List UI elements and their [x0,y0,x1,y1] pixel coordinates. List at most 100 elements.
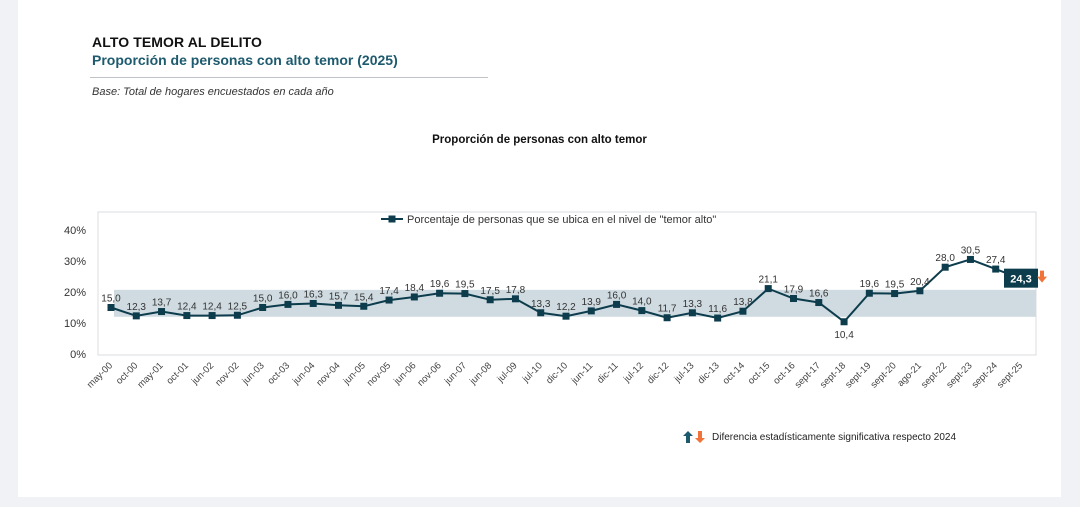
x-tick-label: sept-23 [944,360,974,390]
x-tick-label: jun-04 [290,360,317,387]
data-point [688,309,696,317]
x-tick-label: sept-19 [843,360,873,390]
data-point [916,287,924,295]
data-point [840,318,848,326]
legend-label: Porcentaje de personas que se ubica en e… [407,214,716,226]
data-label: 13,8 [733,297,753,308]
data-point [284,300,292,308]
data-label: 13,9 [582,297,602,308]
highlight-box [1004,268,1038,288]
data-point [259,304,267,311]
x-tick-label: dic-13 [696,360,722,386]
data-point [107,304,115,311]
base-note: Base: Total de hogares encuestados en ca… [92,86,334,98]
data-label: 30,5 [961,245,981,256]
data-point [891,290,899,298]
data-label: 12,4 [177,302,197,313]
data-point [941,263,949,271]
x-tick-label: sept-18 [818,360,848,390]
data-point [436,289,444,297]
data-label: 16,6 [809,289,829,300]
data-label: 21,1 [758,275,778,286]
data-label: 16,3 [303,289,323,300]
x-tick-label: jun-07 [442,360,469,387]
report-subtitle: Proporción de personas con alto temor (2… [92,52,398,68]
report-header: ALTO TEMOR AL DELITO Proporción de perso… [92,34,490,68]
x-tick-label: sept-22 [919,360,949,390]
x-tick-label: jun-06 [391,360,418,387]
footnote-text: Diferencia estadísticamente significativ… [712,431,957,443]
footnote: Diferencia estadísticamente significativ… [682,430,956,444]
x-tick-label: jun-03 [240,360,267,387]
x-tick-label: nov-02 [213,360,241,388]
data-point [410,293,418,301]
data-point [385,296,393,304]
data-point [613,300,621,308]
x-tick-label: oct-01 [165,360,191,386]
data-label: 15,7 [329,291,349,302]
data-point [233,311,241,319]
data-label: 28,0 [935,253,955,264]
data-label: 20,4 [910,277,930,288]
data-label: 18,4 [405,283,425,294]
x-tick-label: may-01 [135,360,165,390]
data-point [562,312,570,320]
data-point [360,302,368,310]
x-tick-label: jun-11 [569,360,596,387]
data-label: 17,5 [480,286,500,297]
data-label: 16,0 [607,290,627,301]
data-point [790,295,797,303]
x-tick-label: nov-06 [415,360,443,388]
x-tick-label: sept-25 [995,360,1025,390]
data-point [132,312,140,320]
data-point [335,301,342,309]
data-point [461,290,469,298]
data-label: 13,7 [152,298,172,309]
data-label: 15,4 [354,292,374,303]
data-label: 12,5 [228,301,248,312]
chart-title: Proporción de personas con alto temor [432,134,647,146]
data-label: 13,3 [683,299,703,310]
data-point [815,299,823,307]
x-tick-label: may-00 [85,360,115,390]
data-label: 13,3 [531,299,551,310]
report-title: ALTO TEMOR AL DELITO [92,34,262,50]
data-point [158,308,166,316]
header-divider [90,77,488,78]
y-tick-label: 0% [70,349,86,361]
x-tick-label: jul-12 [621,360,646,385]
data-point [309,299,317,307]
y-tick-label: 20% [64,287,86,299]
decrease-arrow-icon [1037,270,1047,283]
data-label: 12,4 [202,302,222,313]
x-tick-label: nov-04 [314,360,342,388]
data-label: 19,5 [885,280,905,291]
data-label: 16,0 [278,290,298,301]
x-tick-label: jun-05 [341,360,368,387]
x-tick-label: sept-17 [793,360,823,390]
data-label: 15,0 [101,294,121,305]
highlight-label: 24,3 [1010,274,1031,286]
x-tick-label: oct-03 [266,360,292,386]
data-label: 17,8 [506,285,526,296]
x-tick-label: jun-08 [467,360,494,387]
data-label: 11,7 [658,304,677,315]
data-point [183,312,191,320]
data-point [638,307,646,315]
x-tick-label: jul-09 [495,360,520,385]
data-label: 27,4 [986,255,1006,266]
data-label: 17,4 [379,286,399,297]
data-point [663,314,671,322]
x-tick-label: dic-12 [645,360,671,386]
x-tick-label: jun-02 [189,360,216,387]
y-tick-label: 30% [64,256,86,268]
data-label: 19,5 [455,280,475,291]
data-point [511,295,519,303]
data-label: 11,6 [708,304,727,315]
data-label: 15,0 [253,294,273,305]
data-point [865,289,873,297]
data-label: 10,4 [834,330,854,341]
data-point [966,255,974,263]
data-label: 19,6 [860,279,880,290]
legend-marker [388,215,396,223]
